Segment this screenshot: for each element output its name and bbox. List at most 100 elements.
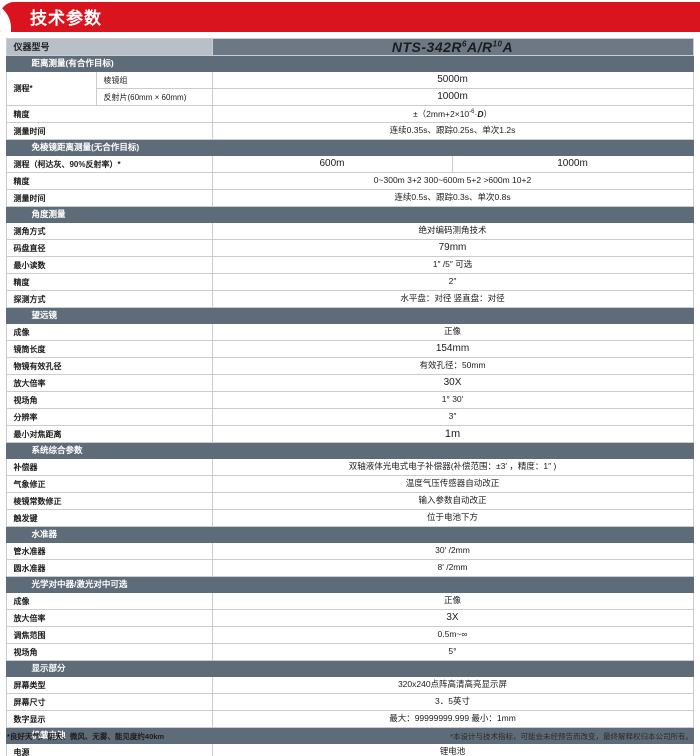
spec-row: 触发键 位于电池下方 — [6, 509, 694, 528]
section-title: 免棱镜距离测量(无合作目标) — [6, 139, 694, 157]
spec-label: 测量时间 — [6, 122, 213, 141]
spec-table-body: 仪器型号 NTS-342R6A/R10A 距离测量(有合作目标) 测程* 棱镜组 5000… — [6, 37, 694, 756]
spec-row: 反射片(60mm × 60mm) 1000m — [7, 88, 694, 107]
spec-label: 圆水准器 — [6, 559, 213, 578]
spec-row: 物镜有效孔径 有效孔径：50mm — [6, 357, 694, 376]
section-header-row: 系统综合参数 — [6, 442, 694, 460]
spec-value: 1000m — [211, 88, 694, 107]
spec-value: 30X — [211, 374, 694, 393]
section-title: 显示部分 — [6, 660, 694, 678]
spec-value: 154mm — [211, 340, 694, 359]
spec-row: 成像 正像 — [6, 592, 694, 611]
spec-value: 输入参数自动改正 — [211, 492, 694, 511]
spec-value: 0.5m~∞ — [211, 626, 694, 645]
spec-row: 分辨率 3″ — [6, 408, 694, 427]
spec-sublabel: 棱镜组 — [96, 71, 213, 90]
spec-label: 气象修正 — [6, 475, 213, 494]
spec-value: 连续0.35s、跟踪0.25s、单次1.2s — [211, 122, 694, 141]
spec-value: 正像 — [211, 323, 694, 342]
spec-row: 圆水准器 8′ /2mm — [6, 559, 694, 578]
section-title: 机载电池 — [6, 727, 694, 745]
spec-row: 测量时间 连续0.5s、跟踪0.3s、单次0.8s — [6, 189, 694, 208]
spec-row: 最小读数 1″ /5″ 可选 — [6, 256, 694, 275]
spec-sublabel: 反射片(60mm × 60mm) — [96, 88, 213, 107]
spec-row: 屏幕类型 320x240点阵高清高亮显示屏 — [6, 676, 694, 695]
spec-row: 成像 正像 — [6, 323, 694, 342]
spec-label: 测角方式 — [6, 222, 213, 241]
footnote-weather: *良好天气：阴天、微风、无雾、能见度约40km — [7, 732, 165, 741]
spec-label: 补偿器 — [6, 458, 213, 477]
section-title: 望远镜 — [6, 307, 694, 325]
spec-value: 位于电池下方 — [211, 509, 694, 528]
footnote-disclaimer: *本设计与技术指标，可能会未经预告而改变，最终解释权归本公司所有。 — [450, 732, 693, 741]
spec-label: 电源 — [6, 743, 213, 756]
spec-label: 精度 — [6, 105, 213, 124]
spec-row: 数字显示 最大：99999999.999 最小：1mm — [6, 710, 694, 729]
spec-value: 5000m — [211, 71, 694, 90]
spec-label: 调焦范围 — [6, 626, 213, 645]
spec-label: 测量时间 — [6, 189, 213, 208]
spec-label: 探测方式 — [6, 290, 213, 309]
spec-label: 棱镜常数修正 — [6, 492, 213, 511]
spec-label: 屏幕尺寸 — [6, 693, 213, 712]
spec-row: 放大倍率 3X — [6, 609, 694, 628]
section-header-row: 水准器 — [6, 526, 694, 544]
spec-value: 1° 30′ — [211, 391, 694, 410]
spec-label: 屏幕类型 — [6, 676, 213, 695]
spec-value: 温度气压传感器自动改正 — [211, 475, 694, 494]
spec-label: 测程（柯达灰、90%反射率）* — [6, 155, 213, 174]
spec-row: 视场角 5° — [6, 643, 694, 662]
spec-label: 放大倍率 — [6, 609, 213, 628]
spec-value: 1m — [211, 425, 694, 444]
spec-label: 成像 — [6, 592, 213, 611]
spec-label: 最小读数 — [6, 256, 213, 275]
section-header-row: 机载电池 — [6, 727, 694, 745]
spec-row: 镜筒长度 154mm — [6, 340, 694, 359]
spec-value: 3．5英寸 — [211, 693, 694, 712]
section-title: 系统综合参数 — [6, 442, 694, 460]
spec-label: 数字显示 — [6, 710, 213, 729]
spec-row: 测程（柯达灰、90%反射率）* 600m 1000m — [6, 155, 694, 174]
spec-row: 棱镜常数修正 输入参数自动改正 — [6, 492, 694, 511]
spec-row: 调焦范围 0.5m~∞ — [6, 626, 694, 645]
spec-label: 精度 — [6, 172, 213, 191]
spec-row: 电源 锂电池 — [6, 743, 694, 756]
spec-value: 5° — [211, 643, 694, 662]
spec-value: 双轴液体光电式电子补偿器(补偿范围：±3′ ，精度：1″ ) — [211, 458, 694, 477]
spec-value: 3X — [211, 609, 694, 628]
section-title: 角度测量 — [6, 206, 694, 224]
spec-value: 正像 — [211, 592, 694, 611]
section-header-row: 免棱镜距离测量(无合作目标) — [6, 139, 694, 157]
spec-value: 1″ /5″ 可选 — [211, 256, 694, 275]
spec-label: 管水准器 — [6, 542, 213, 561]
spec-label: 视场角 — [6, 391, 213, 410]
spec-label: 物镜有效孔径 — [6, 357, 213, 376]
spec-row: 精度 ±（2mm+2×10-6·D） — [6, 105, 694, 124]
spec-row: 视场角 1° 30′ — [6, 391, 694, 410]
spec-label: 分辨率 — [6, 408, 213, 427]
spec-row: 气象修正 温度气压传感器自动改正 — [6, 475, 694, 494]
spec-value: 0~300m 3+2 300~600m 5+2 >600m 10+2 — [211, 172, 694, 191]
spec-row: 管水准器 30′ /2mm — [6, 542, 694, 561]
spec-value: 2″ — [211, 273, 694, 292]
spec-label: 码盘直径 — [6, 239, 213, 258]
spec-label: 视场角 — [6, 643, 213, 662]
spec-label: 镜筒长度 — [6, 340, 213, 359]
spec-value: 79mm — [211, 239, 694, 258]
spec-value-right: 1000m — [451, 155, 694, 174]
spec-value: 3″ — [211, 408, 694, 427]
spec-row: 测程* 棱镜组 5000m — [6, 71, 694, 107]
spec-row: 测角方式 绝对编码测角技术 — [6, 222, 694, 241]
spec-value: 连续0.5s、跟踪0.3s、单次0.8s — [211, 189, 694, 208]
spec-value-left: 600m — [211, 155, 453, 174]
spec-label: 最小对焦距离 — [6, 425, 213, 444]
spec-row: 精度 2″ — [6, 273, 694, 292]
spec-row: 最小对焦距离 1m — [6, 425, 694, 444]
spec-value: 锂电池 — [211, 743, 694, 756]
spec-value: 最大：99999999.999 最小：1mm — [211, 710, 694, 729]
section-header-row: 距离测量(有合作目标) — [6, 55, 694, 73]
spec-label: 触发键 — [6, 509, 213, 528]
spec-label: 放大倍率 — [6, 374, 213, 393]
spec-value: 8′ /2mm — [211, 559, 694, 578]
